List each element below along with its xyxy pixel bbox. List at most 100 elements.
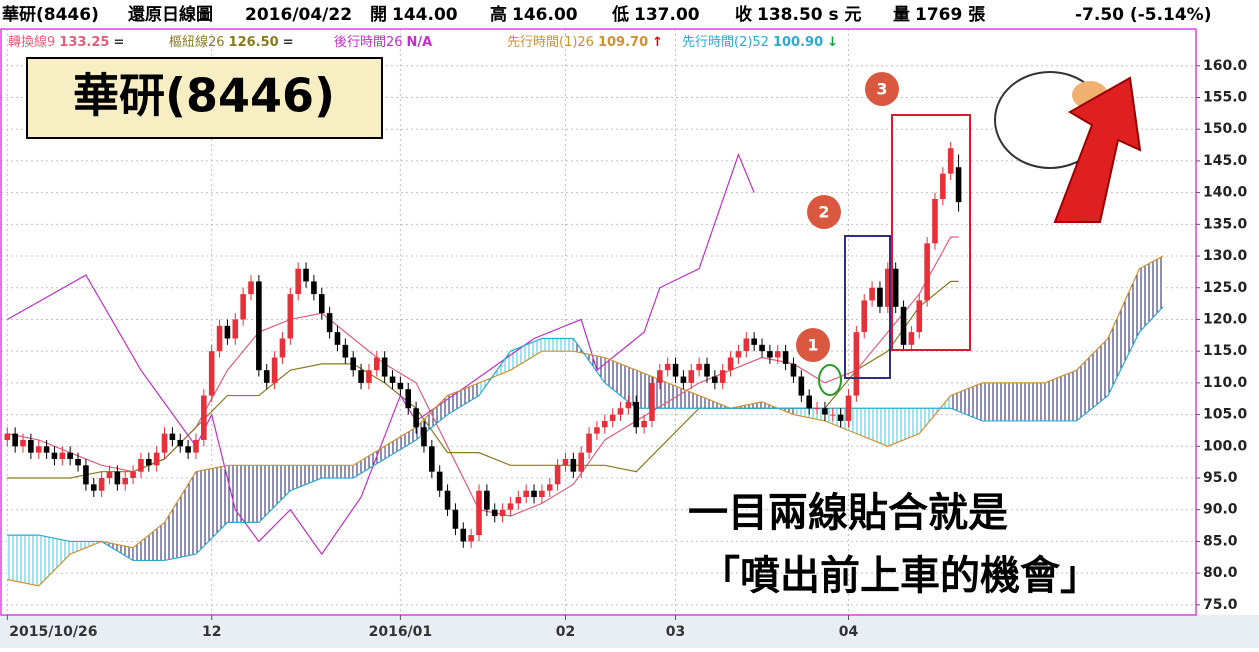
cloud-segment — [667, 382, 700, 409]
field-value: 137.00 — [634, 5, 700, 25]
title-box — [26, 57, 383, 139]
candle-body — [609, 414, 616, 421]
candle-body — [208, 351, 215, 396]
candle-body — [169, 433, 176, 440]
field-label: 低 — [611, 4, 629, 25]
candle-body — [499, 509, 506, 517]
legend-suffix: = — [113, 35, 124, 50]
candle-body — [263, 370, 270, 383]
candle-body — [232, 319, 239, 339]
candle-body — [59, 452, 66, 459]
cloud-segment — [1045, 370, 1077, 421]
legend-name: 後行時間26 — [334, 35, 403, 50]
candle-body — [421, 427, 427, 447]
candle-body — [295, 268, 301, 295]
field-label: 收 — [735, 4, 752, 25]
candle-body — [696, 363, 702, 371]
candle-body — [586, 433, 592, 453]
candle-body — [806, 395, 812, 409]
candle-body — [452, 509, 459, 529]
step-marker — [796, 328, 830, 362]
candle-body — [947, 148, 954, 174]
legend-name: 先行時間(2)52 — [682, 35, 769, 50]
candle-body — [539, 490, 545, 498]
candle-body — [413, 408, 419, 428]
cloud-segment — [982, 382, 1014, 421]
candle-body — [798, 376, 805, 396]
stock-name: 華研(8446) — [2, 5, 99, 25]
candle-body — [146, 458, 152, 466]
candle-body — [507, 503, 514, 510]
candle-body — [318, 294, 325, 314]
candle-body — [122, 478, 129, 485]
candle-body — [350, 357, 357, 371]
candle-body — [900, 306, 907, 345]
candle-body — [216, 325, 223, 352]
step-label: 3 — [876, 80, 887, 99]
candle-body — [554, 465, 561, 485]
annotation: 「噴出前上車的機會」 — [700, 553, 1100, 599]
candle-body — [751, 338, 757, 345]
candle-body — [601, 420, 608, 428]
candle-body — [892, 268, 899, 307]
legend-legend-value: 109.70 — [598, 35, 648, 50]
field-label: 高 — [490, 4, 507, 25]
y-tick-label: 160.0 — [1203, 58, 1248, 74]
y-tick-label: 85.0 — [1203, 533, 1238, 549]
chart-kind: 還原日線圖 — [128, 4, 213, 25]
candle-body — [106, 471, 113, 479]
cloud-segment — [1107, 268, 1140, 396]
candle-body — [837, 414, 844, 421]
legend-entry: 先行時間(1)26 109.70 ↑ — [507, 35, 663, 50]
cloud-segment — [38, 535, 71, 586]
candle-body — [342, 344, 349, 358]
candle-body — [138, 458, 144, 472]
candle-body — [932, 198, 938, 244]
step-marker — [865, 72, 899, 106]
field-value: 138.50 s 元 — [757, 5, 862, 25]
x-tick-label: 2016/01 — [369, 624, 433, 640]
cloud-segment — [541, 338, 574, 352]
candle-body — [75, 458, 81, 466]
x-tick-label: 04 — [839, 624, 859, 640]
y-tick-label: 110.0 — [1203, 375, 1248, 391]
candle-body — [649, 382, 655, 421]
legend-legend-value: 133.25 — [59, 35, 109, 50]
legend-entry: 先行時間(2)52 100.90 ↓ — [682, 35, 838, 50]
cloud-segment — [1076, 338, 1108, 421]
candle-body — [908, 332, 915, 345]
highlight-circle — [818, 364, 842, 396]
x-tick-label: 02 — [556, 624, 575, 640]
candle-body — [562, 458, 569, 466]
candle-body — [688, 370, 695, 383]
candle-body — [153, 452, 160, 466]
candle-body — [389, 376, 396, 383]
candle-body — [680, 376, 687, 383]
candle-body — [43, 446, 50, 453]
candle-body — [287, 294, 294, 339]
candle-body — [334, 332, 341, 345]
candle-body — [193, 439, 199, 453]
cloud-segment — [510, 338, 542, 371]
candle-body — [814, 408, 820, 410]
candle-body — [869, 287, 875, 301]
y-tick-label: 100.0 — [1203, 438, 1248, 454]
candle-body — [633, 401, 640, 428]
candle-body — [405, 389, 412, 409]
candle-body — [114, 471, 121, 485]
candle-body — [484, 490, 490, 510]
step-label: 1 — [807, 336, 818, 355]
y-tick-label: 135.0 — [1203, 216, 1248, 232]
candle-body — [51, 452, 58, 459]
candle-body — [570, 458, 577, 472]
y-tick-label: 145.0 — [1203, 153, 1248, 169]
cloud-segment — [195, 465, 228, 555]
candle-body — [460, 528, 467, 542]
candle-body — [617, 408, 624, 415]
candle-body — [845, 395, 852, 421]
cloud-segment — [133, 522, 165, 561]
candle-body — [853, 332, 860, 396]
candle-body — [664, 363, 671, 371]
candle-body — [641, 420, 647, 428]
annotation: 一目兩線貼合就是 — [688, 490, 1008, 536]
